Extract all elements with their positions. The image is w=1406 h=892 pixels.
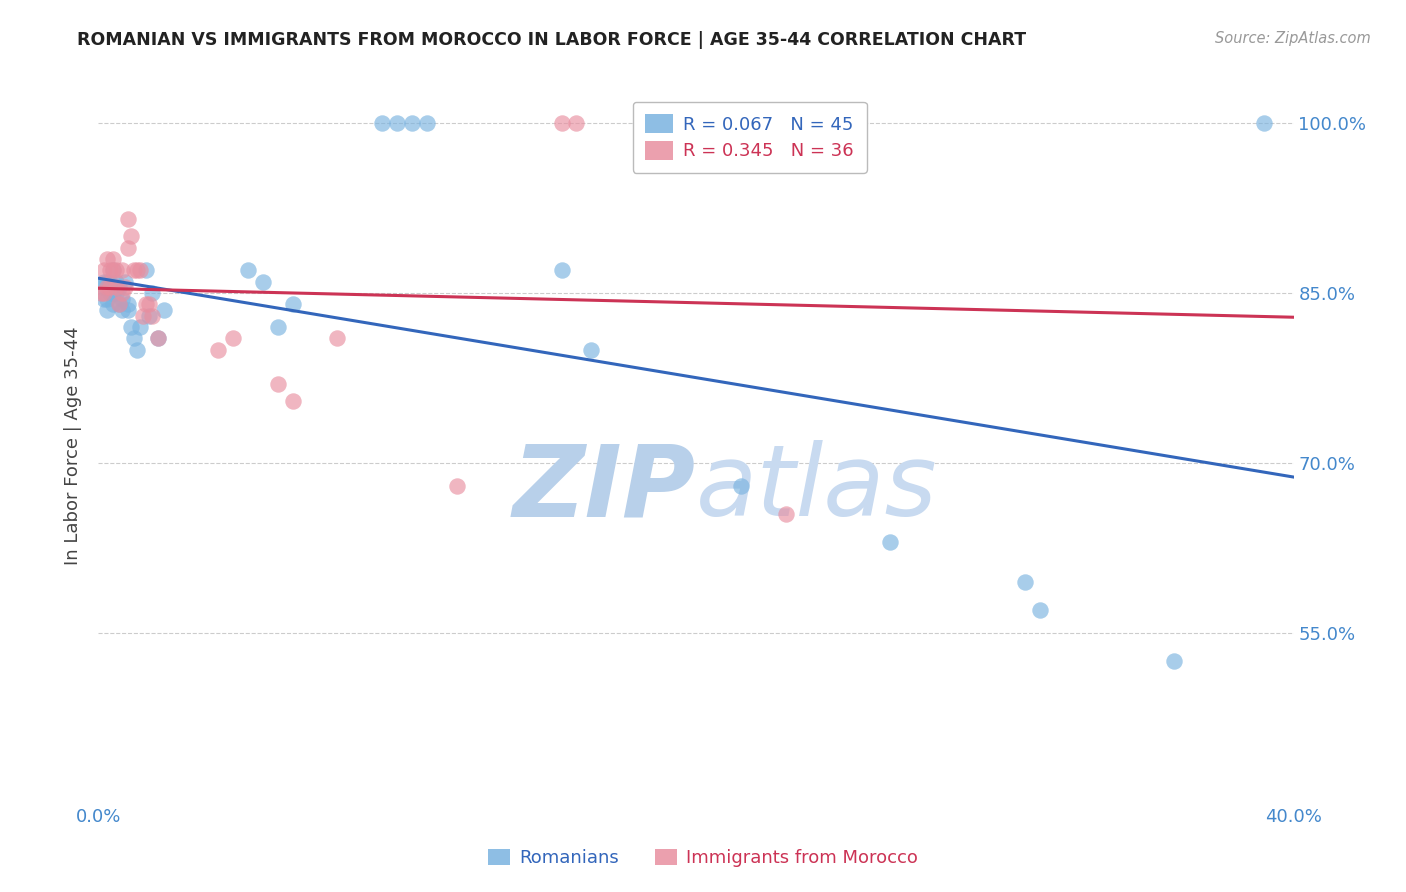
Point: [111, 292, 134, 306]
Point: [1163, 654, 1185, 668]
Point: [138, 297, 160, 311]
Point: [141, 286, 163, 301]
Point: [124, 331, 146, 345]
Point: [111, 263, 134, 277]
Point: [446, 478, 468, 492]
Point: [1014, 574, 1036, 589]
Point: [236, 263, 259, 277]
Point: [127, 343, 149, 357]
Point: [730, 478, 752, 492]
Point: [96, 275, 118, 289]
Point: [129, 320, 152, 334]
Point: [111, 303, 134, 318]
Point: [326, 331, 349, 345]
Text: Source: ZipAtlas.com: Source: ZipAtlas.com: [1215, 31, 1371, 46]
Point: [117, 212, 139, 227]
Point: [114, 280, 136, 294]
Point: [105, 263, 128, 277]
Point: [401, 116, 423, 130]
Point: [153, 303, 176, 318]
Point: [117, 241, 139, 255]
Point: [96, 292, 118, 306]
Point: [124, 263, 146, 277]
Point: [108, 297, 131, 311]
Point: [281, 393, 304, 408]
Text: ROMANIAN VS IMMIGRANTS FROM MOROCCO IN LABOR FORCE | AGE 35-44 CORRELATION CHART: ROMANIAN VS IMMIGRANTS FROM MOROCCO IN L…: [77, 31, 1026, 49]
Point: [117, 297, 139, 311]
Point: [105, 280, 128, 294]
Point: [127, 263, 149, 277]
Point: [93, 275, 115, 289]
Point: [96, 280, 118, 294]
Point: [581, 343, 603, 357]
Point: [96, 303, 118, 318]
Text: atlas: atlas: [696, 441, 938, 537]
Point: [132, 309, 155, 323]
Point: [98, 280, 122, 294]
Point: [135, 297, 157, 311]
Point: [281, 297, 304, 311]
Point: [550, 263, 572, 277]
Point: [129, 263, 152, 277]
Point: [371, 116, 394, 130]
Point: [120, 320, 142, 334]
Point: [103, 263, 125, 277]
Legend: Romanians, Immigrants from Morocco: Romanians, Immigrants from Morocco: [481, 841, 925, 874]
Point: [135, 263, 157, 277]
Point: [105, 286, 128, 301]
Point: [93, 286, 115, 301]
Point: [222, 331, 245, 345]
Point: [669, 116, 692, 130]
Point: [385, 116, 409, 130]
Point: [103, 286, 125, 301]
Point: [775, 507, 797, 521]
Point: [96, 252, 118, 266]
Point: [138, 309, 160, 323]
Point: [93, 292, 115, 306]
Y-axis label: In Labor Force | Age 35-44: In Labor Force | Age 35-44: [65, 326, 83, 566]
Point: [103, 252, 125, 266]
Point: [1253, 116, 1275, 130]
Point: [252, 275, 274, 289]
Point: [148, 331, 170, 345]
Point: [148, 331, 170, 345]
Point: [108, 280, 131, 294]
Legend: R = 0.067   N = 45, R = 0.345   N = 36: R = 0.067 N = 45, R = 0.345 N = 36: [633, 102, 866, 173]
Point: [90, 280, 112, 294]
Point: [550, 116, 572, 130]
Point: [98, 286, 122, 301]
Point: [1028, 603, 1050, 617]
Point: [416, 116, 439, 130]
Point: [111, 286, 134, 301]
Point: [114, 275, 136, 289]
Text: ZIP: ZIP: [513, 441, 696, 537]
Point: [103, 297, 125, 311]
Point: [98, 275, 122, 289]
Point: [267, 320, 290, 334]
Point: [267, 376, 290, 391]
Point: [90, 286, 112, 301]
Point: [120, 229, 142, 244]
Point: [93, 263, 115, 277]
Point: [207, 343, 229, 357]
Point: [565, 116, 588, 130]
Point: [98, 263, 122, 277]
Point: [117, 303, 139, 318]
Point: [105, 275, 128, 289]
Point: [108, 297, 131, 311]
Point: [879, 535, 901, 549]
Point: [141, 309, 163, 323]
Point: [103, 263, 125, 277]
